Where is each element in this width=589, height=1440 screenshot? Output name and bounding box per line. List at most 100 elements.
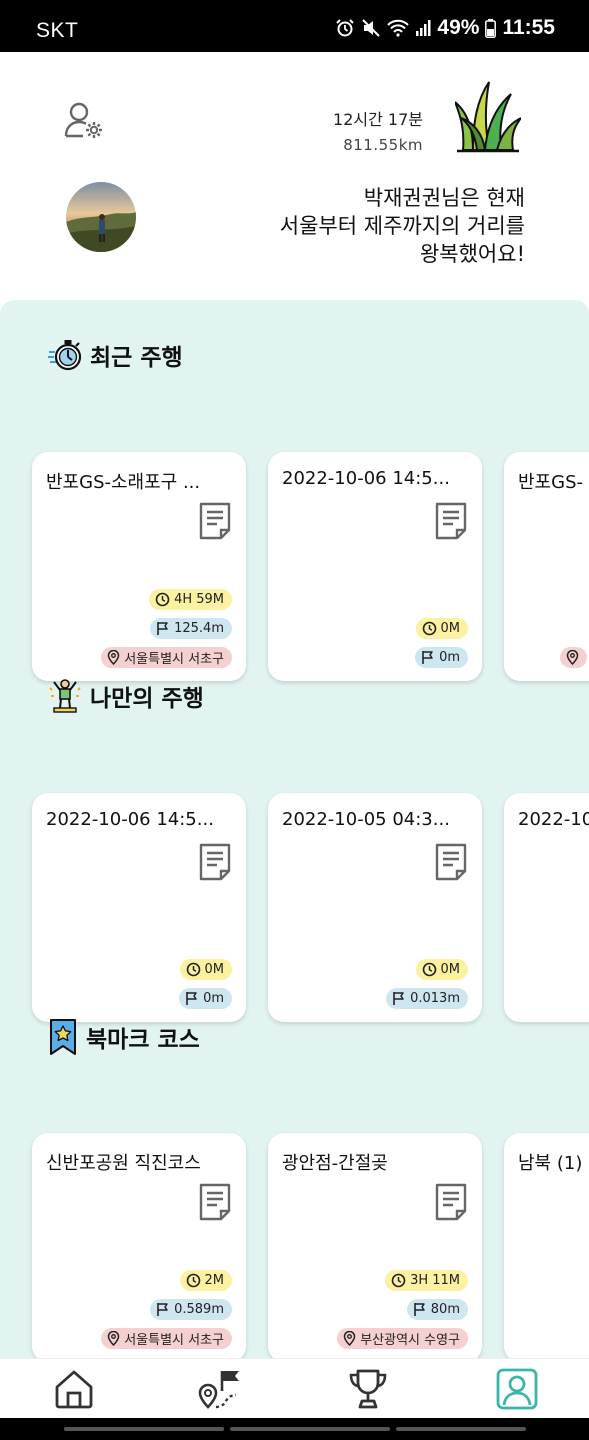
total-distance: 811.55km [343,136,423,154]
document-icon [199,502,231,540]
signal-icon [416,20,431,36]
distance-badge: 0m [415,647,468,668]
bottom-nav [0,1358,589,1418]
document-icon [435,1183,467,1221]
profile-header: 12시간 17분 811.55km [0,52,589,302]
location-pin-icon [107,1331,120,1346]
flag-icon [157,622,168,635]
section-mine-title: 나만의 주행 [48,678,204,714]
alarm-icon [336,19,355,37]
achievement-message: 박재권권님은 현재 서울부터 제주까지의 거리를 왕복했어요! [280,184,525,268]
clock-icon [422,962,436,977]
app-screen: 12시간 17분 811.55km [0,52,589,1358]
time-value: 0M [204,962,225,977]
flag-icon [157,1303,168,1316]
distance-badge: 80m [406,1299,468,1320]
distance-value: 125.4m [174,621,224,636]
system-nav-line [396,1427,526,1431]
document-icon [199,1183,231,1221]
mine-card-2[interactable]: 2022-10-05 04:3... 0M 0.013m [268,793,482,1022]
card-badges: 0M 0m [415,618,468,668]
location-pin-icon [343,1331,356,1346]
status-bar: SKT 49% 11:55 [0,0,589,52]
recent-card-1[interactable]: 반포GS-소래포구 ... 4H 59M 125.4m 서울특별시 서초구 [32,452,246,681]
clock-icon [422,621,436,636]
mute-icon [362,19,381,37]
distance-badge: 0m [179,988,232,1009]
bookmark-star-icon [50,1019,76,1055]
bookmark-card-2[interactable]: 광안점-간절곶 3H 11M 80m 부산광역시 수영구 [268,1133,482,1358]
location-badge: 서울특별시 서초구 [101,647,232,668]
flag-icon [422,651,433,664]
card-badges: 2M 0.589m 서울특별시 서초구 [101,1270,232,1349]
location-value: 서울특별시 서초구 [124,1333,224,1348]
profile-icon[interactable] [495,1367,539,1411]
section-bookmark-label: 북마크 코스 [86,1027,200,1053]
section-recent-label: 최근 주행 [90,345,183,371]
card-title: 2022-10-06 14:5... [282,468,450,489]
section-bookmark-title: 북마크 코스 [48,1018,200,1056]
time-value: 2M [204,1273,225,1288]
flag-icon [393,992,404,1005]
location-badge: 부산광역시 수영구 [337,1328,468,1349]
distance-value: 0.589m [174,1302,224,1317]
card-badges [560,647,587,668]
distance-badge: 0.589m [150,1299,232,1320]
clock-icon [391,1273,406,1288]
bookmark-card-3[interactable]: 남북 (1) [504,1133,589,1358]
document-icon [435,843,467,881]
card-title: 남북 (1) [518,1153,583,1174]
distance-badge: 0.013m [386,988,468,1009]
clock-icon [155,592,170,607]
route-flag-icon[interactable] [198,1367,242,1411]
location-badge: 서울특별시 서초구 [101,1328,232,1349]
trophy-icon[interactable] [346,1367,390,1411]
time-badge: 0M [415,959,468,980]
mine-card-3[interactable]: 2022-10 [504,793,589,1022]
time-badge: 2M [179,1270,232,1291]
total-time: 12시간 17분 [333,110,423,129]
card-badges: 4H 59M 125.4m 서울특별시 서초구 [101,589,232,668]
recent-card-3[interactable]: 반포GS- [504,452,589,681]
clock-time: 11:55 [502,16,555,39]
home-icon[interactable] [52,1367,96,1411]
time-value: 0M [440,962,461,977]
time-value: 4H 59M [174,592,224,607]
stopwatch-icon [48,340,82,371]
person-cheer-icon [49,679,81,713]
avatar[interactable] [66,182,136,252]
location-value: 부산광역시 수영구 [360,1333,460,1348]
recent-card-2[interactable]: 2022-10-06 14:5... 0M 0m [268,452,482,681]
distance-badge: 125.4m [150,618,232,639]
distance-value: 0m [439,650,460,665]
card-title: 2022-10-06 14:5... [46,809,214,830]
message-line-2: 서울부터 제주까지의 거리를 [279,214,525,238]
system-nav-bar [0,1418,589,1440]
rides-panel: 최근 주행 반포GS-소래포구 ... 4H 59M 125.4m 서울특별시 … [0,300,589,1358]
card-title: 반포GS-소래포구 ... [46,472,201,493]
user-settings-icon[interactable] [62,98,106,142]
bookmark-card-1[interactable]: 신반포공원 직진코스 2M 0.589m 서울특별시 서초구 [32,1133,246,1358]
card-title: 2022-10 [518,809,589,830]
mine-card-1[interactable]: 2022-10-06 14:5... 0M 0m [32,793,246,1022]
location-badge [560,647,587,668]
battery-icon [485,18,497,38]
location-pin-icon [107,650,120,665]
flag-icon [186,992,197,1005]
clock-icon [186,1273,200,1288]
distance-value: 0m [203,991,224,1006]
card-badges: 3H 11M 80m 부산광역시 수영구 [337,1270,468,1349]
system-nav-line [64,1427,224,1431]
distance-value: 80m [430,1302,460,1317]
time-value: 3H 11M [410,1273,460,1288]
ride-stats: 12시간 17분 811.55km [333,106,423,154]
message-line-3: 왕복했어요! [419,242,525,266]
time-badge: 0M [179,959,232,980]
distance-value: 0.013m [410,991,460,1006]
avatar-photo [66,182,136,252]
time-badge: 4H 59M [149,589,232,610]
time-badge: 0M [415,618,468,639]
status-icons: 49% 11:55 [335,16,555,40]
location-value: 서울특별시 서초구 [124,652,224,667]
wifi-icon [387,19,410,37]
